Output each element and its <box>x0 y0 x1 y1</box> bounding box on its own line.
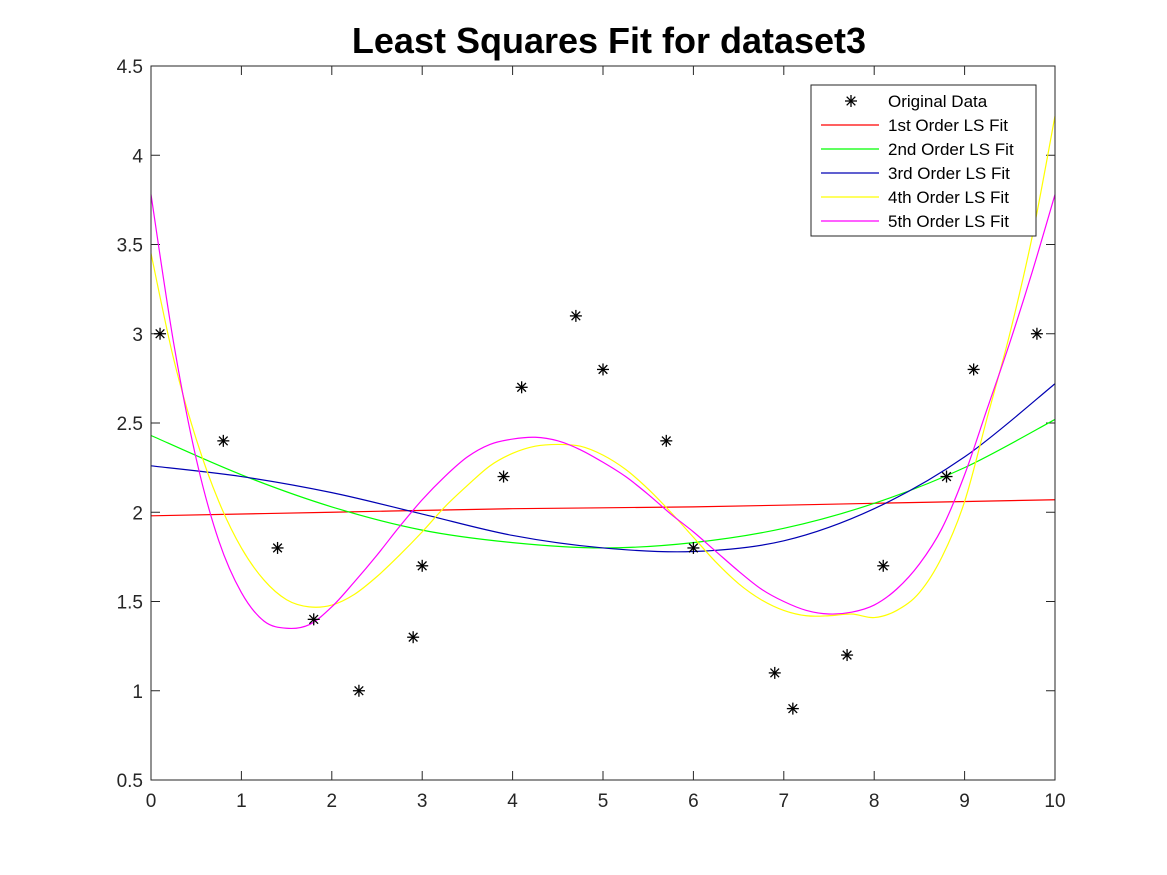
x-tick-label: 6 <box>688 791 699 812</box>
y-tick-label: 2 <box>132 503 143 524</box>
data-point <box>515 381 528 394</box>
fit-curves <box>150 115 1056 630</box>
x-tick-label: 8 <box>869 791 880 812</box>
data-point <box>841 649 854 662</box>
data-point <box>877 559 890 572</box>
series-line-3 <box>150 383 1056 553</box>
data-point <box>597 363 609 376</box>
y-tick-label: 0.5 <box>117 771 143 792</box>
y-tick-label: 3.5 <box>117 236 143 257</box>
data-point <box>416 559 429 572</box>
x-tick-label: 9 <box>959 791 970 812</box>
data-point <box>940 470 953 483</box>
data-point <box>768 666 781 679</box>
data-point <box>271 541 284 554</box>
legend-label: 1st Order LS Fit <box>888 116 1008 135</box>
axes-frame <box>150 65 1056 781</box>
x-tick-label: 4 <box>507 791 518 812</box>
legend-label: 5th Order LS Fit <box>888 212 1009 231</box>
legend-label: 4th Order LS Fit <box>888 188 1009 207</box>
y-tick-label: 1 <box>132 682 143 703</box>
x-tick-label: 3 <box>417 791 428 812</box>
axis-ticks: 0 1 2 3 4 5 6 7 8 9 10 0.5 1 1.5 2 2.5 3 3.5 4 4.5 <box>117 57 1066 812</box>
data-point <box>786 702 799 715</box>
legend-marker-original <box>845 95 857 107</box>
x-tick-label: 10 <box>1044 791 1065 812</box>
legend-box <box>810 84 1037 237</box>
legend-label: 2nd Order LS Fit <box>888 140 1014 159</box>
x-tick-label: 5 <box>598 791 609 812</box>
data-point <box>660 434 673 447</box>
data-point <box>407 631 420 644</box>
data-point <box>307 613 320 626</box>
x-tick-label: 0 <box>146 791 157 812</box>
data-point <box>687 541 700 554</box>
chart-title: Least Squares Fit for dataset3 <box>352 20 866 61</box>
series-line-5 <box>150 194 1056 630</box>
data-point <box>967 363 980 376</box>
x-tick-label: 7 <box>779 791 790 812</box>
data-point <box>154 327 167 340</box>
data-points <box>154 309 1043 715</box>
series-line-4 <box>150 115 1056 619</box>
y-tick-label: 3 <box>132 325 143 346</box>
data-point <box>569 309 582 322</box>
y-tick-label: 4 <box>132 146 143 167</box>
data-point <box>497 470 510 483</box>
data-point <box>217 434 230 447</box>
x-tick-label: 1 <box>236 791 247 812</box>
data-point <box>1030 327 1043 340</box>
y-tick-label: 1.5 <box>117 593 143 614</box>
legend: Original Data 1st Order LS Fit 2nd Order L… <box>810 84 1037 237</box>
series-line-1 <box>150 499 1056 517</box>
legend-label: Original Data <box>888 92 988 111</box>
y-tick-label: 4.5 <box>117 57 143 78</box>
legend-label: 3rd Order LS Fit <box>888 164 1010 183</box>
data-point <box>352 684 365 697</box>
y-tick-label: 2.5 <box>117 414 143 435</box>
x-tick-label: 2 <box>327 791 338 812</box>
